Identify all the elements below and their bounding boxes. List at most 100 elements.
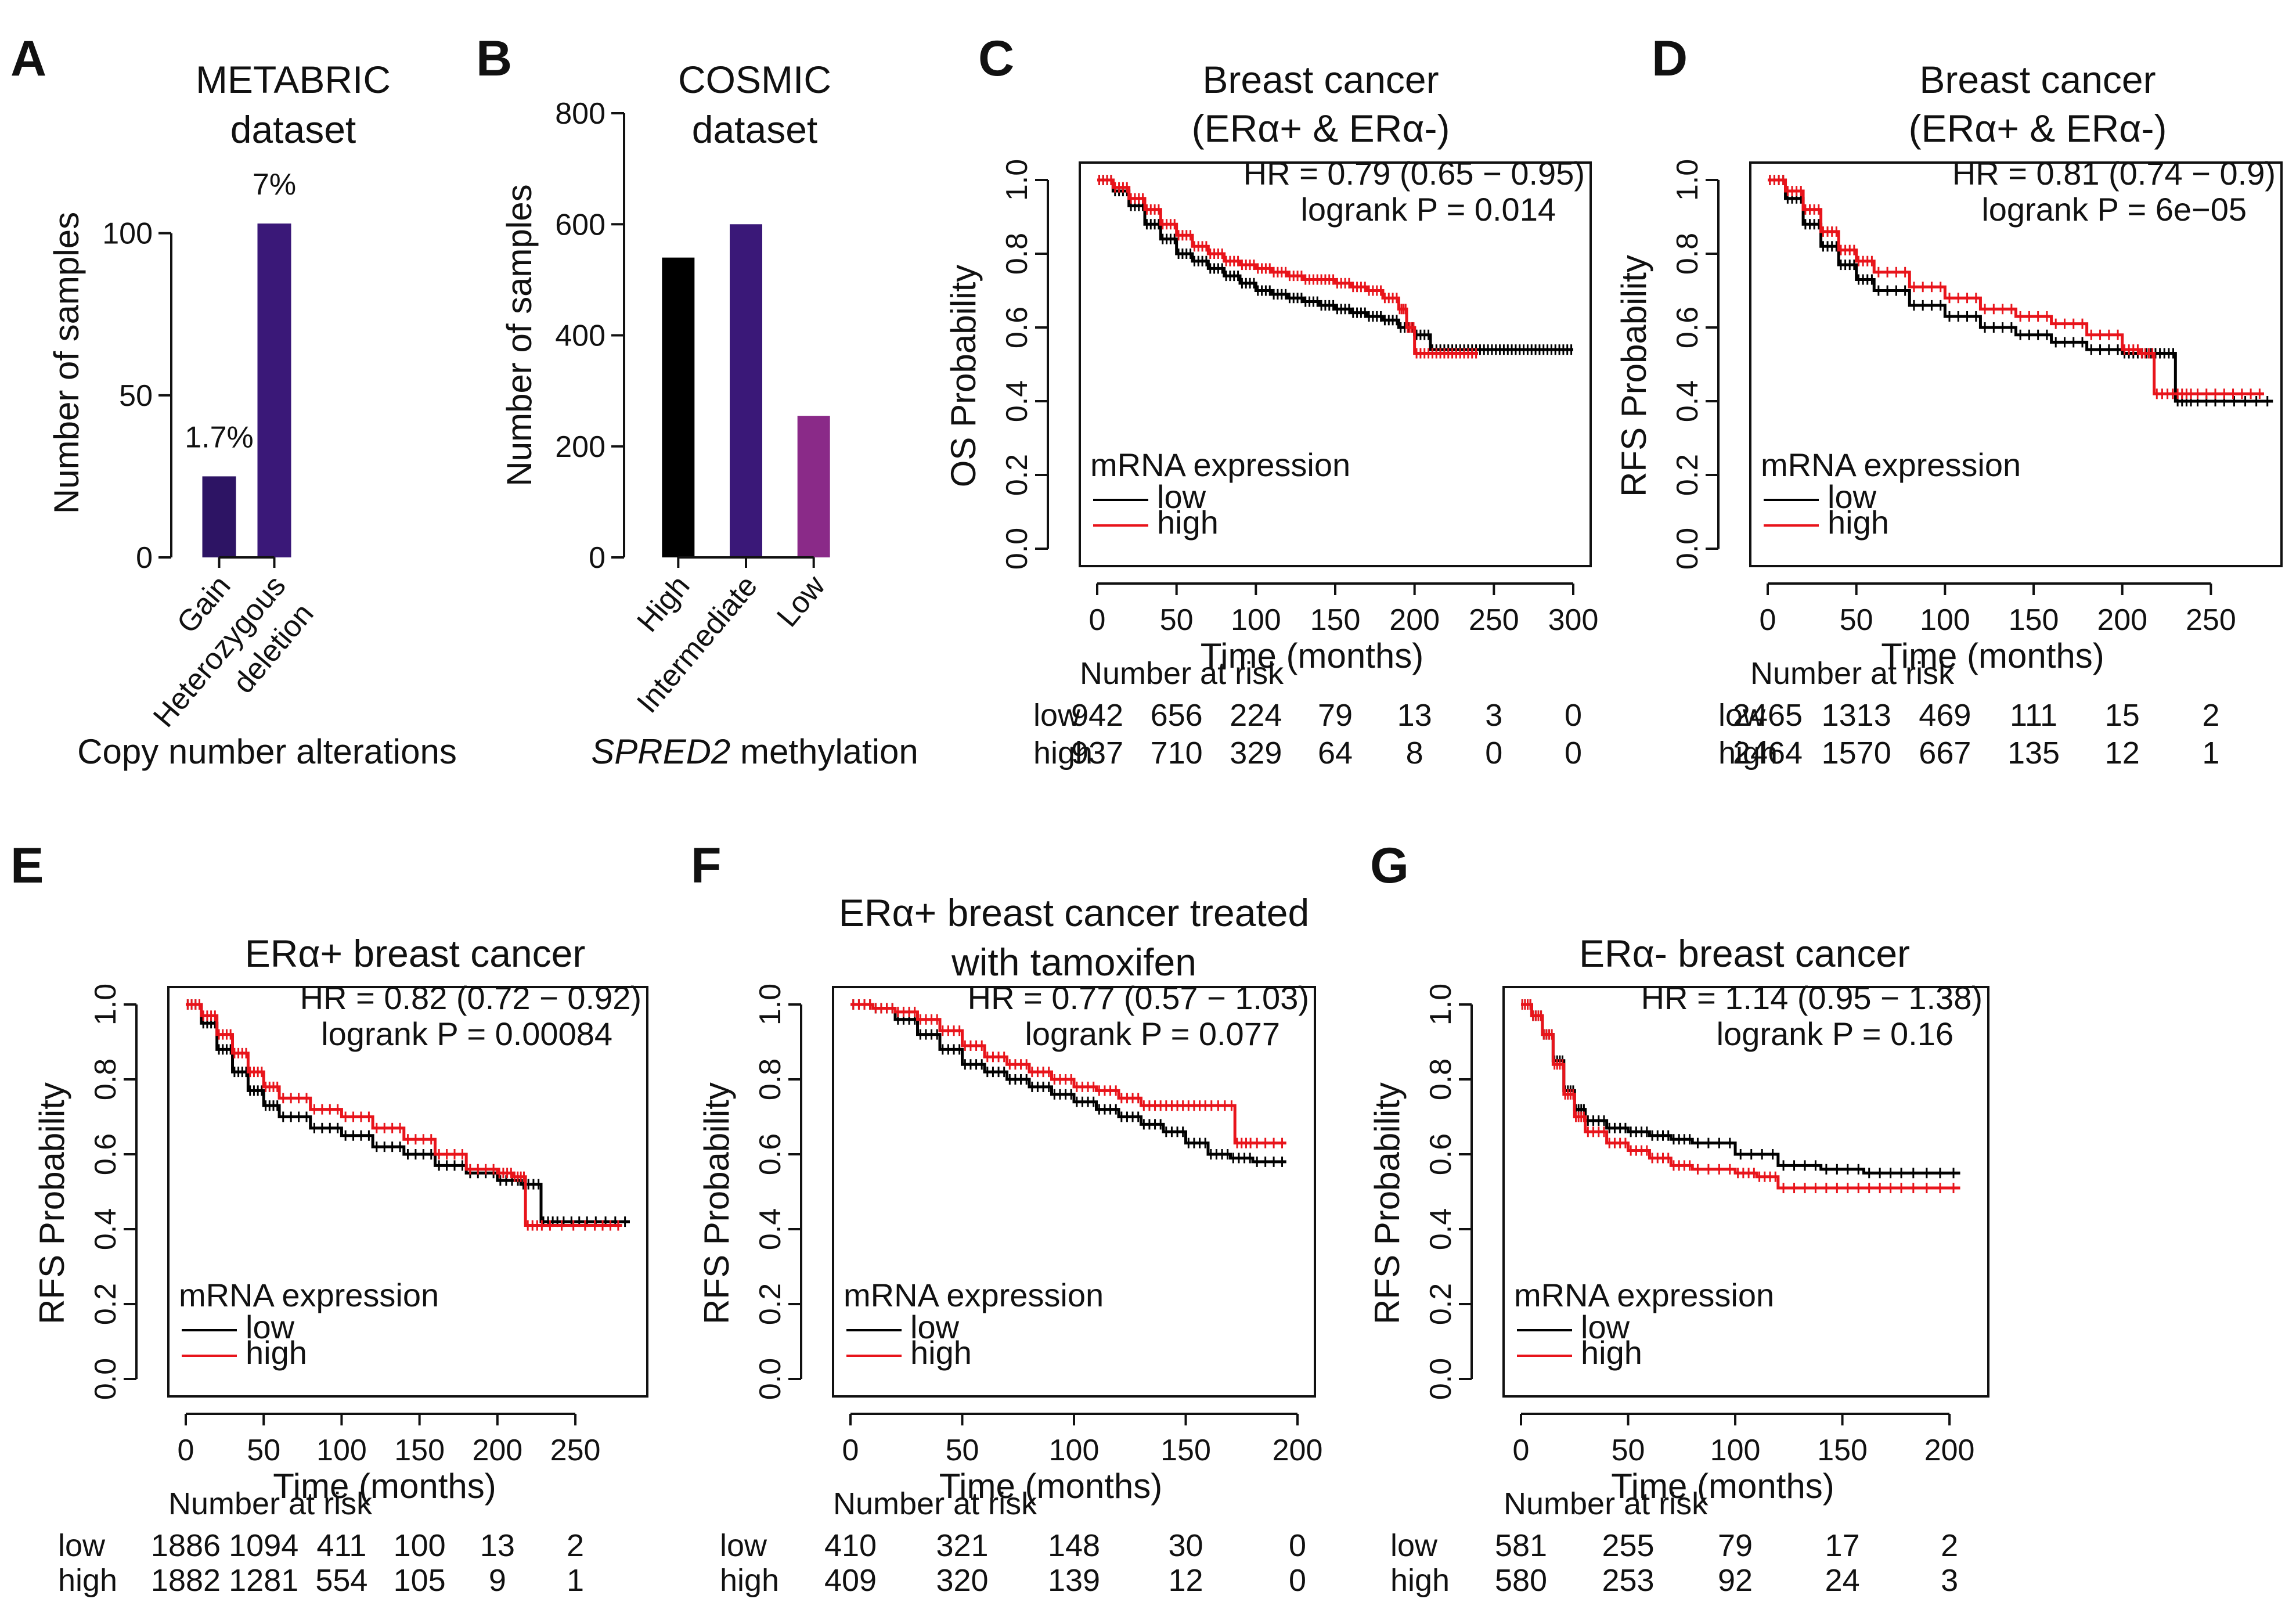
risk-cell: 1882 [151,1563,221,1598]
risk-cell: 3 [1941,1563,1958,1598]
y-tick-label: 0.0 [754,1358,787,1400]
risk-cell: 139 [1048,1563,1100,1598]
curve-low [1097,178,1573,351]
panel-label-d: D [1652,31,1688,87]
panel-label-g: G [1370,838,1409,894]
bar-panel-a: METABRIC dataset 0 50 100 Number of samples 1.… [47,58,457,771]
risk-cell: 0 [1485,736,1502,770]
y-tick-label: 0.6 [89,1133,122,1175]
risk-cell: 329 [1230,736,1282,770]
logrank-p: logrank P = 0.077 [1025,1016,1280,1052]
risk-cell: 1570 [1822,736,1891,770]
x-tick-label: 150 [1310,603,1361,637]
panel-label-b: B [476,31,512,87]
panel-label-e: E [10,838,44,894]
y-tick-label: 0.6 [1671,307,1704,348]
y-axis-label: Number of samples [47,212,86,514]
risk-cell: 9 [489,1563,506,1598]
y-tick-label: 0.2 [754,1283,787,1325]
x-tick-label: Intermediate [630,569,764,719]
risk-cell: 15 [2105,698,2140,733]
chart-title: ERα- breast cancer [1579,932,1910,975]
legend-label-low: low [1581,1309,1630,1345]
risk-cell: 2 [2202,698,2219,733]
bar-intermediate [730,224,762,557]
chart-title: with tamoxifen [951,941,1196,984]
x-tick-label: 0 [842,1434,859,1467]
x-tick-label: 200 [472,1434,522,1467]
plot-frame [1502,986,1989,1398]
x-tick-label: 100 [1049,1434,1100,1467]
risk-cell: 105 [394,1563,446,1598]
y-tick-label: 600 [555,208,605,242]
y-tick-label: 1.0 [89,984,122,1025]
curve-low [186,1003,630,1223]
y-tick-label: 0.0 [89,1358,122,1400]
y-tick-label: 50 [119,379,153,413]
bar-high [662,257,695,557]
risk-cell: 409 [824,1563,877,1598]
risk-cell: 554 [315,1563,367,1598]
y-tick-label: 0.4 [754,1208,787,1250]
x-tick-label: 50 [1160,603,1194,637]
x-tick-label: 0 [1513,1434,1530,1467]
x-tick-label: 300 [1548,603,1599,637]
risk-cell: 100 [394,1528,446,1563]
risk-cell: 2464 [1733,736,1803,770]
bar-data-label: 1.7% [185,420,254,454]
y-tick-label: 0.4 [1671,380,1704,422]
y-tick-label: 100 [102,217,153,251]
panel-label-c: C [978,31,1014,87]
x-axis-label-gene: SPRED2 [591,732,730,771]
km-panel-e: ERα+ breast cancer 0.0 0.2 0.4 0.6 0.8 1.0 RFS … [33,932,648,1598]
chart-title: (ERα+ & ERα-) [1192,107,1450,150]
hazard-ratio: HR = 0.79 (0.65 − 0.95) [1243,155,1585,192]
curve-high [850,1003,1286,1145]
legend-title: mRNA expression [844,1277,1104,1313]
legend-label-high: high [1581,1334,1642,1371]
risk-cell: 30 [1168,1528,1203,1563]
risk-table-title: Number at risk [1504,1486,1708,1521]
km-panel-g: ERα- breast cancer 0.0 0.2 0.4 0.6 0.8 1.0 RFS … [1368,932,1989,1598]
risk-cell: 710 [1151,736,1203,770]
y-tick-label: 0.4 [89,1208,122,1250]
plot-frame [167,986,648,1398]
hazard-ratio: HR = 0.82 (0.72 − 0.92) [300,980,641,1016]
risk-cell: 937 [1071,736,1123,770]
y-tick-label: 200 [555,430,605,464]
risk-cell: 13 [1397,698,1432,733]
risk-cell: 1886 [151,1528,221,1563]
risk-cell: 2 [567,1528,584,1563]
risk-cell: 411 [316,1528,366,1563]
y-tick-label: 0.8 [1424,1058,1458,1100]
legend-label-low: low [1828,478,1877,515]
y-tick-label: 0 [136,541,153,575]
chart-title: (ERα+ & ERα-) [1909,107,2167,150]
panel-label-a: A [10,31,46,87]
chart-title: Breast cancer [1919,58,2156,101]
risk-cell: 111 [2010,698,2057,733]
x-axis-label: Time (months) [1201,636,1424,675]
risk-row-label-high: high [720,1563,779,1598]
chart-title: ERα+ breast cancer treated [839,891,1309,934]
y-tick-label: 1.0 [754,984,787,1025]
risk-cell: 24 [1825,1563,1860,1598]
chart-title: dataset [692,108,818,151]
risk-cell: 92 [1718,1563,1753,1598]
x-tick-label: 50 [1612,1434,1645,1467]
risk-cell: 224 [1230,698,1282,733]
x-axis-label-rest: methylation [730,732,918,771]
risk-cell: 79 [1718,1528,1753,1563]
logrank-p: logrank P = 6e−05 [1981,191,2247,228]
x-tick-label: High [630,569,696,638]
y-tick-label: 0.6 [754,1133,787,1175]
plot-frame [1079,161,1592,567]
y-tick-label: 0.6 [1000,307,1034,348]
chart-title: ERα+ breast cancer [245,932,586,975]
x-tick-label: 50 [247,1434,280,1467]
risk-cell: 1 [567,1563,584,1598]
risk-cell: 135 [2007,736,2060,770]
y-tick-label: 0.0 [1671,528,1704,570]
x-axis-label: SPRED2 methylation [591,732,918,771]
